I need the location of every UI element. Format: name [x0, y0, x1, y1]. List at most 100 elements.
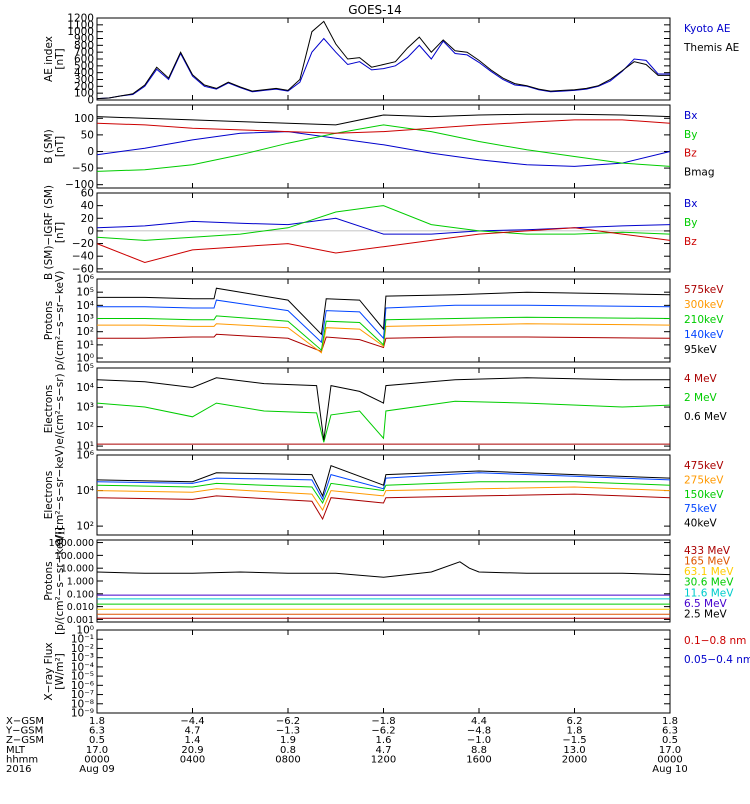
panel-electrons1: 10¹ 10² 10³ 10⁴ 10⁵ Electrons e/(cm²−s−sr) 4 Me…	[43, 363, 728, 453]
series-line-150keV	[96, 481, 671, 505]
y-tick-label: 10⁻⁶	[71, 680, 94, 692]
legend-entry: 40keV	[684, 518, 718, 530]
x-table-cell: 6.2	[567, 716, 583, 727]
y-tick-label: 20	[81, 213, 94, 225]
x-table-cell: Aug 10	[652, 764, 687, 775]
chart-title: GOES-14	[348, 3, 402, 17]
y-axis-label: [nT]	[54, 48, 66, 69]
y-axis-label: e/(cm²−s−sr−keV)	[54, 445, 66, 544]
legend-entry: 11.6 MeV	[684, 587, 734, 599]
x-table-cell: 8.8	[471, 745, 487, 756]
y-tick-label: 0	[87, 146, 94, 158]
y-tick-label: 0.010	[67, 602, 94, 613]
y-tick-label: 900	[74, 33, 94, 45]
x-table-cell: 13.0	[563, 745, 585, 756]
y-tick-label: 10⁴	[76, 300, 94, 312]
x-table-cell: −4.8	[467, 726, 491, 737]
y-tick-label: 10²	[76, 326, 94, 338]
series-line-Bx	[96, 131, 671, 167]
x-table-row-label: hhmm	[6, 754, 38, 765]
y-axis-label: [nT]	[54, 136, 66, 157]
series-line-2-MeV	[96, 400, 671, 443]
legend-entry: 575keV	[684, 284, 724, 296]
x-table-cell: 6.3	[89, 726, 105, 737]
x-table-cell: 1200	[371, 754, 396, 765]
y-tick-label: 10⁻⁷	[71, 689, 94, 701]
series-line-140keV	[97, 299, 671, 344]
y-axis-label: [W/m²]	[54, 653, 66, 690]
series-line-95keV	[97, 287, 671, 336]
y-tick-label: 10⁴	[76, 382, 94, 394]
series-line-Bz	[96, 227, 671, 264]
series-line-300keV	[97, 323, 671, 354]
x-table-cell: 1.8	[89, 716, 105, 727]
y-tick-label: 500	[74, 60, 94, 72]
y-tick-label: 10⁻⁵	[71, 671, 94, 683]
y-axis-label: X−ray Flux	[43, 642, 55, 700]
legend-entry: 4 MeV	[684, 373, 718, 385]
y-tick-label: 100.000	[55, 551, 94, 562]
x-table-row-label: X−GSM	[6, 716, 44, 727]
y-tick-label: 10⁵	[76, 287, 94, 299]
legend-entry: 0.05−0.4 nm	[684, 654, 750, 666]
series-line-By	[96, 124, 671, 172]
y-tick-label: 60	[81, 188, 94, 200]
y-tick-label: −20	[72, 238, 94, 250]
x-table-cell: Aug 09	[79, 764, 114, 775]
y-tick-label: 10⁻²	[71, 643, 94, 655]
legend-entry: 63.1 MeV	[684, 566, 734, 578]
y-tick-label: 10⁰	[76, 625, 94, 637]
y-tick-label: 600	[74, 54, 94, 66]
y-tick-label: 10⁰	[76, 353, 94, 365]
x-table-cell: 1.8	[567, 726, 583, 737]
x-table-cell: −1.8	[371, 716, 395, 727]
series-line-475keV	[96, 493, 671, 521]
y-tick-label: −50	[72, 163, 94, 175]
y-tick-label: 10⁶	[76, 450, 94, 462]
panel-xray: 10⁻⁹10⁻⁸10⁻⁷10⁻⁶10⁻⁵10⁻⁴10⁻³10⁻²10⁻¹10⁰ X…	[43, 625, 750, 720]
series-line-Bz	[96, 119, 671, 134]
y-tick-label: 10⁵	[76, 363, 94, 375]
y-tick-label: 10⁻¹	[71, 634, 94, 646]
y-axis-label: Electrons	[43, 471, 55, 520]
x-table-cell: −1.3	[276, 726, 300, 737]
x-table-cell: 6.3	[662, 726, 678, 737]
y-tick-label: 10.000	[61, 564, 94, 575]
legend-entry: 475keV	[684, 460, 724, 472]
x-table-cell: 0.8	[280, 745, 296, 756]
x-table-row-label: Y−GSM	[5, 726, 43, 737]
legend-entry: 275keV	[684, 474, 724, 486]
y-tick-label: 400	[74, 67, 94, 79]
y-axis-label: [nT]	[54, 222, 66, 243]
legend-entry: 2.5 MeV	[684, 608, 728, 620]
y-axis-label: B (SM)	[43, 129, 55, 163]
y-tick-label: 10³	[76, 402, 94, 414]
series-line-2-5-MeV	[96, 561, 671, 578]
legend-entry: Bx	[684, 110, 697, 122]
panel-electrons2: 10² 10⁴ 10⁶ Electrons e/(cm²−s−sr−keV) 475keV…	[43, 445, 724, 544]
x-table-cell: −1.5	[562, 735, 586, 746]
legend-entry: Bz	[684, 148, 697, 160]
y-axis-label: Electrons	[43, 385, 55, 434]
y-tick-label: 40	[81, 200, 94, 212]
legend-entry: 140keV	[684, 329, 724, 341]
x-table-cell: −6.2	[371, 726, 395, 737]
y-tick-label: 1000.000	[49, 538, 94, 549]
y-tick-label: −40	[72, 251, 94, 263]
x-table-cell: 1.8	[662, 716, 678, 727]
panel-frame	[96, 278, 671, 363]
series-line-75keV	[96, 472, 671, 501]
y-axis-label: [p/(cm²−s−sr−keV)]	[54, 527, 66, 635]
x-table-cell: 0800	[275, 754, 300, 765]
x-table-cell: 1.9	[280, 735, 296, 746]
y-axis-label: Protons	[43, 301, 55, 340]
x-table-cell: 20.9	[181, 745, 203, 756]
legend-entry: 150keV	[684, 489, 724, 501]
legend-entry: Themis AE	[683, 42, 739, 54]
y-tick-label: 0	[87, 225, 94, 237]
x-table-cell: 17.0	[86, 745, 108, 756]
x-table-row-label: MLT	[6, 745, 26, 756]
